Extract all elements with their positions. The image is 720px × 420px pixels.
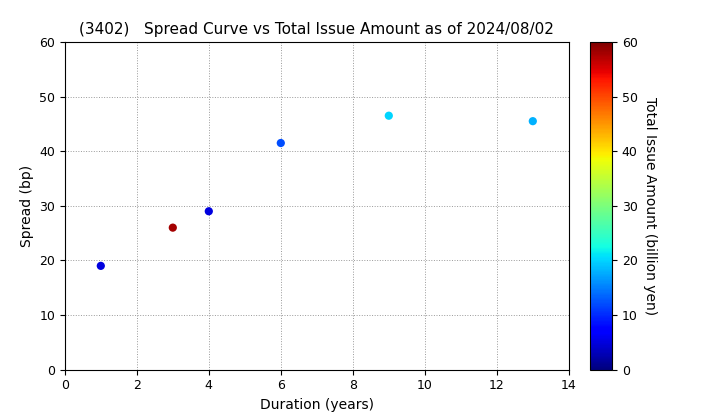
Point bbox=[203, 208, 215, 215]
Point bbox=[95, 262, 107, 269]
Point bbox=[383, 112, 395, 119]
X-axis label: Duration (years): Duration (years) bbox=[260, 398, 374, 412]
Y-axis label: Spread (bp): Spread (bp) bbox=[19, 165, 34, 247]
Point bbox=[167, 224, 179, 231]
Point bbox=[527, 118, 539, 124]
Title: (3402)   Spread Curve vs Total Issue Amount as of 2024/08/02: (3402) Spread Curve vs Total Issue Amoun… bbox=[79, 22, 554, 37]
Y-axis label: Total Issue Amount (billion yen): Total Issue Amount (billion yen) bbox=[643, 97, 657, 315]
Point bbox=[275, 139, 287, 146]
